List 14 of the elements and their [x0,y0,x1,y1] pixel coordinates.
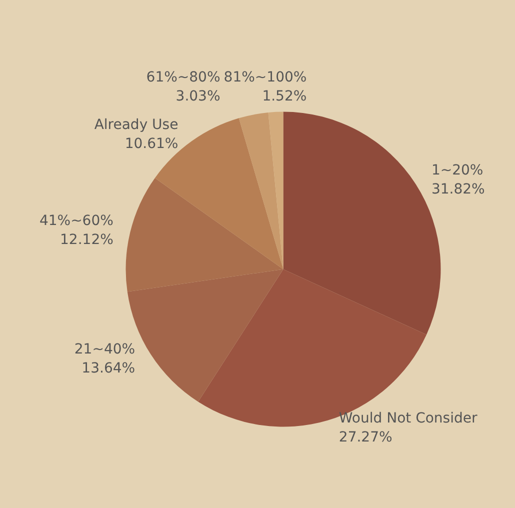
slice-label: 61%~80% [146,69,220,86]
data-label: 31.82% [431,181,485,198]
data-label: 12.12% [60,232,114,248]
data-label: 10.61% [124,136,178,152]
slice-label: 21~40% [74,341,136,358]
slice-label: Already Use [94,116,178,133]
slice-label: Would Not Consider [338,410,478,427]
slice-label: 1~20% [431,162,484,178]
data-label: 27.27% [338,430,392,446]
slice-label: 81%~100% [224,69,307,86]
data-label: 13.64% [82,360,136,376]
slice-label: 41%~60% [39,212,114,229]
data-label: 3.03% [176,88,220,104]
data-label: 1.52% [262,88,307,104]
